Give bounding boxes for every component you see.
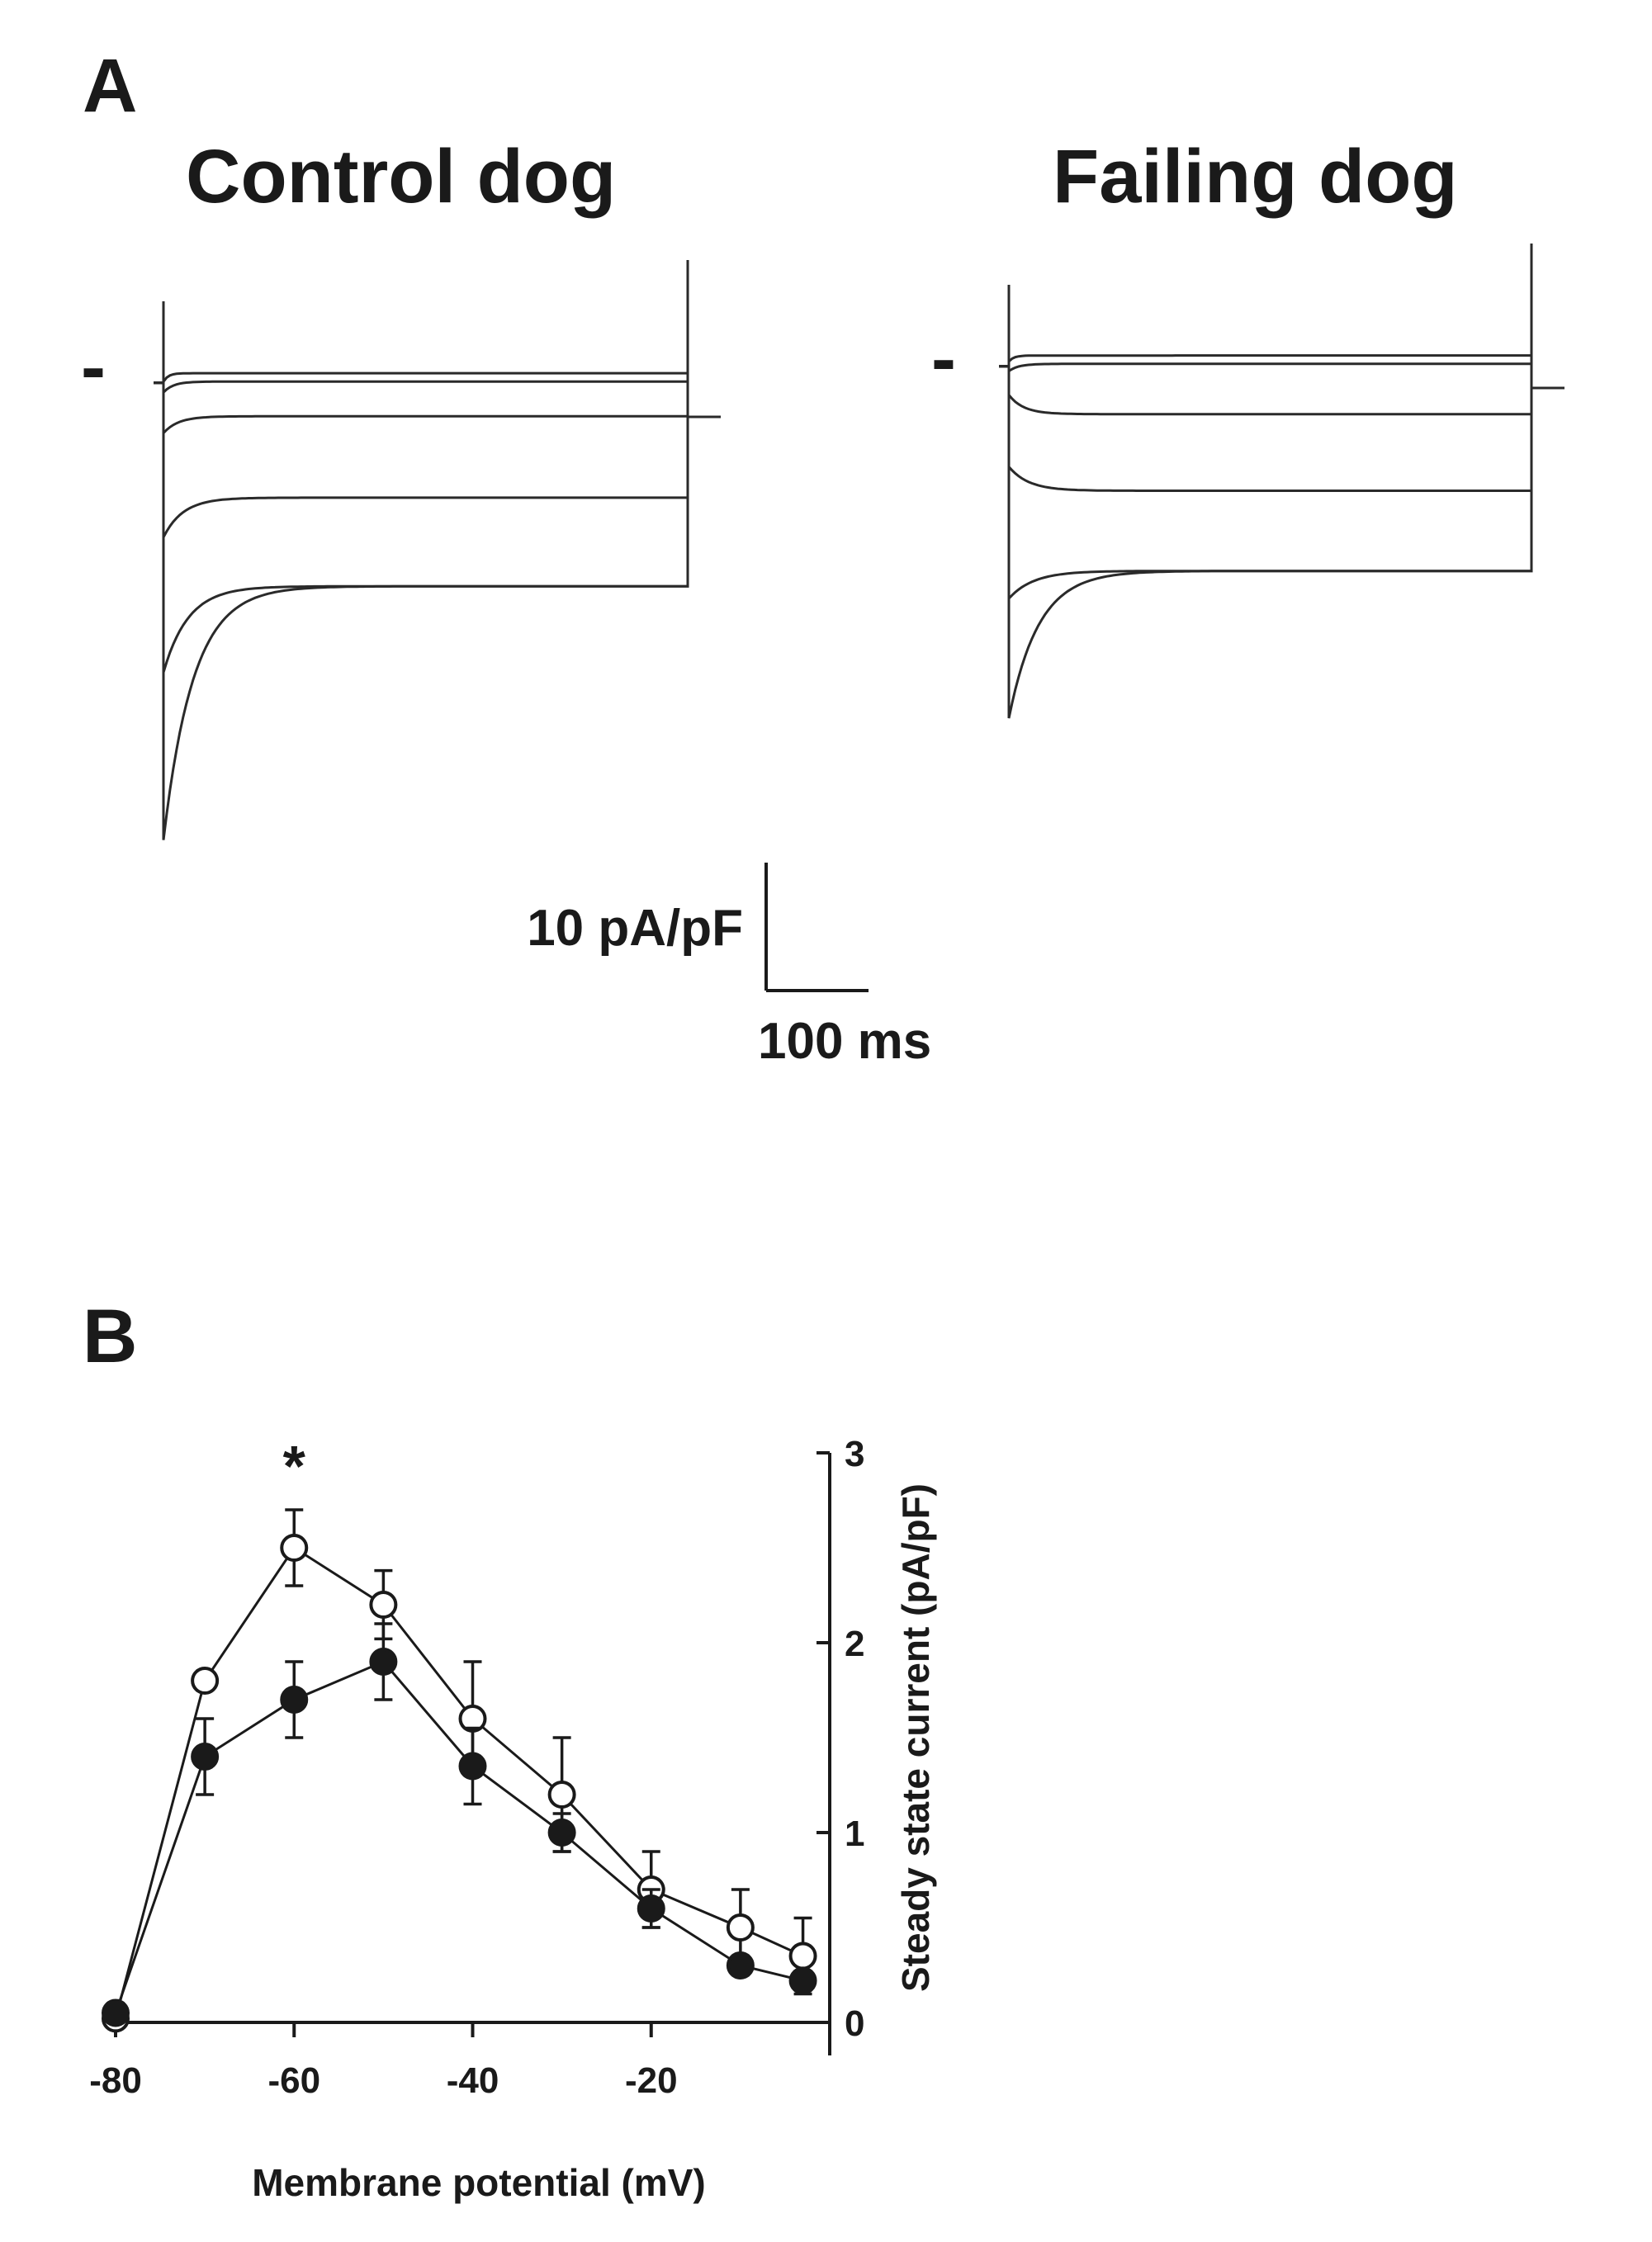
- failing-trace-1: [999, 354, 1564, 390]
- x-tick-label: -60: [267, 2060, 320, 2101]
- filled-series: [102, 1622, 817, 2027]
- filled-series-point: [637, 1894, 665, 1923]
- failing-trace-6: [999, 365, 1564, 719]
- open-series-point: [726, 1913, 755, 1942]
- scale-time-label: 100 ms: [758, 1013, 931, 1070]
- failing-holding-mark: -: [931, 318, 956, 400]
- filled-series-point: [458, 1752, 487, 1781]
- control-trace-4: [154, 381, 721, 538]
- y-tick-label: 1: [845, 1814, 864, 1854]
- significance-asterisk: *: [283, 1434, 306, 1498]
- x-tick-label: -80: [89, 2060, 142, 2101]
- open-series: [102, 1508, 817, 2033]
- failing-trace-2: [999, 362, 1564, 390]
- failing-dog-title: Failing dog: [1053, 135, 1458, 219]
- iv-chart: -80 -60 -40 -20 0 1 2 3 Membrane potential (mV) S…: [89, 1434, 937, 2204]
- x-axis-title: Membrane potential (mV): [252, 2161, 706, 2204]
- y-axis-title: Steady state current (pA/pF): [894, 1483, 937, 1992]
- open-series-point: [191, 1667, 220, 1695]
- failing-trace-5: [999, 365, 1564, 602]
- filled-series-point: [788, 1966, 817, 1995]
- panel-a-letter: A: [83, 44, 137, 128]
- failing-trace-4: [999, 365, 1564, 492]
- failing-trace-3: [999, 365, 1564, 416]
- filled-series-point: [102, 1998, 130, 2027]
- open-series-point: [369, 1591, 398, 1619]
- open-series-point: [788, 1942, 817, 1970]
- y-tick-label: 3: [845, 1434, 864, 1474]
- y-tick-label: 0: [845, 2003, 864, 2044]
- filled-series-line: [114, 1660, 803, 2013]
- control-trace-3: [154, 381, 721, 437]
- filled-series-point: [726, 1951, 755, 1979]
- control-traces: [154, 260, 721, 840]
- filled-series-point: [280, 1686, 309, 1714]
- scale-current-label: 10 pA/pF: [527, 900, 743, 957]
- filled-series-point: [547, 1819, 576, 1847]
- x-tick-label: -40: [447, 2060, 499, 2101]
- open-series-point: [280, 1534, 309, 1562]
- failing-traces: [999, 244, 1564, 719]
- control-dog-title: Control dog: [186, 135, 616, 219]
- open-series-point: [547, 1781, 576, 1809]
- filled-series-point: [191, 1743, 220, 1771]
- y-tick-label: 2: [845, 1624, 864, 1664]
- open-series-line: [114, 1545, 804, 2019]
- control-trace-2: [154, 380, 721, 419]
- filled-series-point: [369, 1648, 398, 1676]
- panel-b-letter: B: [83, 1294, 137, 1379]
- x-tick-label: -20: [625, 2060, 678, 2101]
- control-holding-mark: -: [81, 326, 106, 409]
- control-trace-5: [154, 381, 721, 674]
- control-trace-1: [154, 371, 721, 419]
- control-trace-6: [154, 381, 721, 840]
